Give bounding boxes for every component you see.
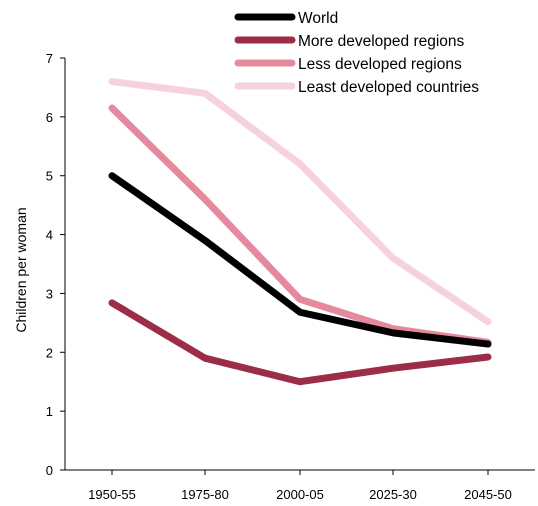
- x-tick-label: 2045-50: [464, 487, 512, 502]
- legend-label-2: Less developed regions: [298, 56, 462, 73]
- y-tick-label: 6: [46, 110, 53, 125]
- y-tick-label: 3: [46, 286, 53, 301]
- y-tick-label: 1: [46, 404, 53, 419]
- y-tick-label: 5: [46, 169, 53, 184]
- x-tick-label: 2025-30: [369, 487, 417, 502]
- legend: World More developed regions Less develope…: [234, 10, 479, 96]
- y-tick-label: 0: [46, 463, 53, 478]
- y-tick-label: 7: [46, 51, 53, 66]
- legend-label-1: More developed regions: [298, 33, 465, 50]
- legend-label-3: Least developed countries: [298, 79, 479, 96]
- series-layer: [108, 78, 492, 386]
- legend-label-0: World: [298, 10, 338, 27]
- y-axis-title: Children per woman: [13, 207, 29, 332]
- series-line-0: [108, 172, 492, 348]
- y-tick-label: 4: [46, 228, 53, 243]
- series-line-1: [108, 299, 492, 386]
- axes: 0 1 2 3 4 5 6 7 1950-55 1975-80 2000-05 2025-30 2045…: [46, 51, 535, 502]
- series-line-3: [108, 78, 492, 326]
- x-tick-label: 1975-80: [181, 487, 229, 502]
- y-tick-label: 2: [46, 345, 53, 360]
- series-line-2: [108, 104, 492, 346]
- x-tick-label: 2000-05: [276, 487, 324, 502]
- x-tick-label: 1950-55: [88, 487, 136, 502]
